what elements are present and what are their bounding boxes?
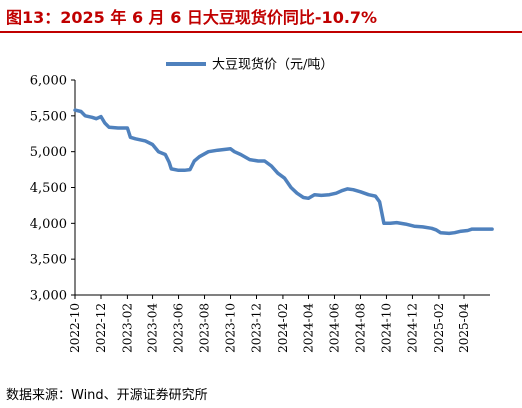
x-tick-label: 2025-02 xyxy=(432,303,446,353)
y-tick-label: 3,500 xyxy=(30,253,67,268)
x-tick-label: 2023-10 xyxy=(224,303,238,353)
y-tick-label: 4,500 xyxy=(30,181,67,196)
y-tick-label: 5,500 xyxy=(30,109,67,124)
x-tick-label: 2024-02 xyxy=(276,303,290,353)
y-tick-label: 4,000 xyxy=(30,217,67,232)
x-tick-label: 2025-04 xyxy=(457,303,471,353)
axes xyxy=(74,80,490,296)
x-tick-label: 2024-10 xyxy=(379,303,393,353)
x-tick-label: 2023-08 xyxy=(198,303,212,353)
source-note: 数据来源：Wind、开源证券研究所 xyxy=(6,388,208,403)
y-tick-label: 3,000 xyxy=(30,289,67,304)
y-axis-ticks: 3,000 3,500 4,000 4,500 5,000 5,500 6,000 xyxy=(30,74,75,304)
x-tick-label: 2023-04 xyxy=(146,303,160,353)
x-tick-label: 2024-08 xyxy=(353,303,367,353)
x-tick-label: 2023-06 xyxy=(172,303,186,353)
x-tick-label: 2023-02 xyxy=(120,303,134,353)
x-tick-label: 2024-04 xyxy=(301,303,315,353)
series-layer xyxy=(73,108,494,236)
x-tick-label: 2023-12 xyxy=(250,303,264,353)
series-line xyxy=(73,108,494,236)
legend-label: 大豆现货价（元/吨） xyxy=(212,57,333,73)
y-tick-label: 6,000 xyxy=(30,74,67,89)
x-axis-ticks: 2022-10 2022-12 2023-02 2023-04 2023-06 2023-… xyxy=(68,295,471,353)
y-tick-label: 5,000 xyxy=(30,145,67,160)
x-tick-label: 2022-12 xyxy=(94,303,108,353)
title-rule xyxy=(0,31,522,33)
x-tick-label: 2022-10 xyxy=(68,303,82,353)
legend: 大豆现货价（元/吨） xyxy=(166,57,333,73)
x-tick-label: 2024-12 xyxy=(405,303,419,353)
x-tick-label: 2024-06 xyxy=(327,303,341,353)
chart-title: 图13：2025 年 6 月 6 日大豆现货价同比-10.7% xyxy=(6,8,378,27)
